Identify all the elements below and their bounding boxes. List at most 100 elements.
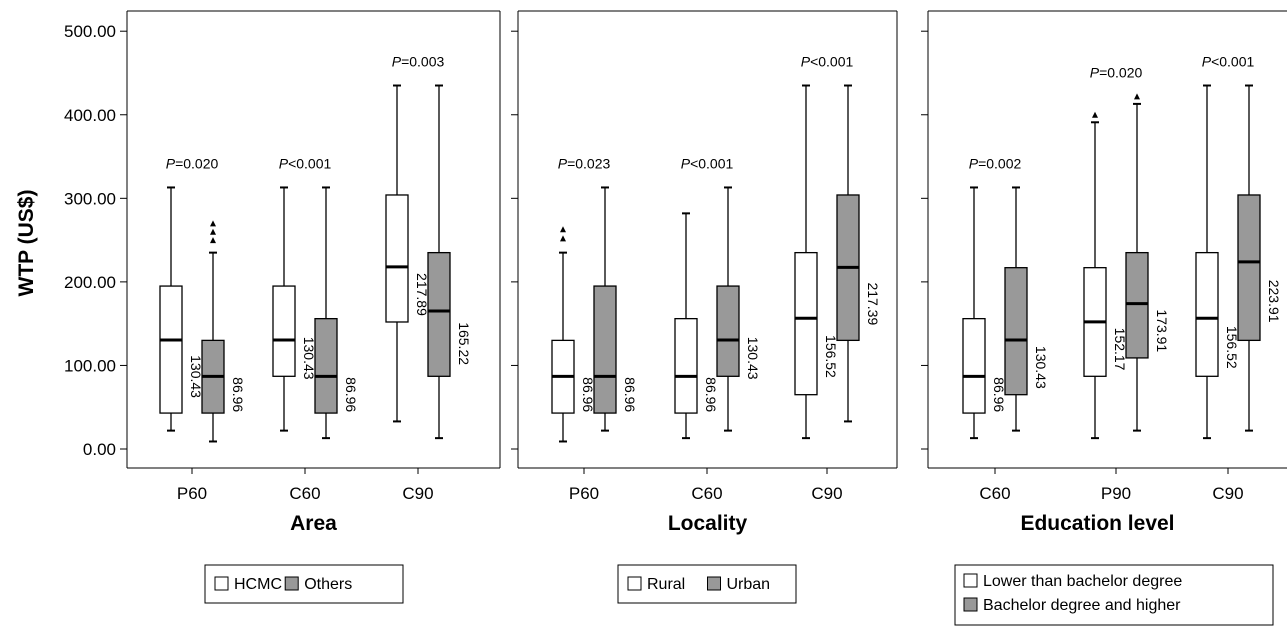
p-value-text: =0.020 bbox=[1099, 64, 1142, 80]
p-value-letter: P bbox=[1090, 64, 1100, 80]
legend-swatch bbox=[284, 576, 299, 591]
legend-swatch bbox=[963, 573, 978, 588]
p-value-label: P<0.001 bbox=[279, 155, 332, 171]
median-label: 156.52 bbox=[1224, 326, 1240, 369]
x-tick-label: C60 bbox=[979, 484, 1010, 503]
p-value-text: <0.001 bbox=[810, 54, 853, 70]
box bbox=[1195, 251, 1219, 377]
p-value-letter: P bbox=[392, 54, 402, 70]
median-label: 130.43 bbox=[301, 337, 317, 380]
outlier-marker bbox=[210, 220, 216, 227]
median-label: 156.52 bbox=[823, 335, 839, 378]
median-label: 86.96 bbox=[580, 377, 596, 412]
legend-label: HCMC bbox=[234, 576, 282, 593]
box bbox=[716, 285, 740, 377]
y-axis-label: WTP (US$) bbox=[15, 190, 38, 297]
p-value-letter: P bbox=[166, 155, 176, 171]
x-tick-label: C90 bbox=[811, 484, 842, 503]
outlier-marker bbox=[210, 228, 216, 235]
panel-1: 0.00 100.00 200.00 300.00 400.00 500.00 P60 C60… bbox=[64, 10, 501, 604]
p-value-text: =0.023 bbox=[567, 155, 610, 171]
box bbox=[159, 285, 183, 414]
p-value-letter: P bbox=[1202, 54, 1212, 70]
outlier-marker bbox=[560, 226, 566, 233]
legend-label: Bachelor degree and higher bbox=[983, 597, 1181, 614]
median-label: 165.22 bbox=[456, 322, 472, 365]
box bbox=[1237, 194, 1261, 342]
median-label: 86.96 bbox=[343, 377, 359, 412]
box bbox=[385, 194, 409, 323]
p-value-text: =0.020 bbox=[175, 155, 218, 171]
legend-frame bbox=[204, 564, 404, 604]
legend-label: Lower than bachelor degree bbox=[983, 573, 1182, 590]
legend-label: Urban bbox=[727, 576, 771, 593]
median-label: 86.96 bbox=[991, 377, 1007, 412]
y-tick-label: 200.00 bbox=[64, 273, 116, 292]
p-value-text: <0.001 bbox=[288, 155, 331, 171]
p-value-label: P<0.001 bbox=[681, 155, 734, 171]
p-value-label: P<0.001 bbox=[1202, 54, 1255, 70]
y-tick-label: 100.00 bbox=[64, 356, 116, 375]
outlier-marker bbox=[1092, 111, 1098, 118]
outlier-marker bbox=[210, 237, 216, 244]
median-label: 217.89 bbox=[414, 273, 430, 316]
p-value-letter: P bbox=[969, 155, 979, 171]
p-value-text: <0.001 bbox=[1211, 54, 1254, 70]
x-tick-label: C90 bbox=[402, 484, 433, 503]
legend-label: Rural bbox=[647, 576, 685, 593]
legend-frame bbox=[954, 564, 1274, 626]
x-tick-label: C90 bbox=[1212, 484, 1243, 503]
median-label: 223.91 bbox=[1266, 280, 1282, 323]
p-value-letter: P bbox=[681, 155, 691, 171]
x-tick-label: C60 bbox=[691, 484, 722, 503]
median-label: 86.96 bbox=[230, 377, 246, 412]
legend-swatch bbox=[963, 597, 978, 612]
box bbox=[962, 317, 986, 414]
legend-swatch bbox=[214, 576, 229, 591]
x-axis-title: Education level bbox=[1020, 512, 1174, 535]
p-value-text: =0.003 bbox=[401, 54, 444, 70]
y-tick-label: 0.00 bbox=[83, 440, 116, 459]
x-axis-title: Locality bbox=[668, 512, 748, 535]
panel-2: P60 C60 C90 Locality 86.96 86.96 156.52 86.96 13… bbox=[511, 10, 898, 604]
median-label: 86.96 bbox=[703, 377, 719, 412]
legend-swatch bbox=[627, 576, 642, 591]
y-tick-label: 500.00 bbox=[64, 22, 116, 41]
p-value-label: P=0.003 bbox=[392, 54, 445, 70]
box bbox=[1125, 251, 1149, 359]
x-tick-label: C60 bbox=[289, 484, 320, 503]
panel-3: C60 P90 C90 Education level 86.96 152.17 156.5… bbox=[921, 10, 1287, 626]
y-tick-label: 400.00 bbox=[64, 106, 116, 125]
legend-label: Others bbox=[304, 576, 352, 593]
box bbox=[794, 251, 818, 396]
p-value-label: P<0.001 bbox=[801, 54, 854, 70]
p-value-letter: P bbox=[279, 155, 289, 171]
box bbox=[674, 317, 698, 414]
median-label: 173.91 bbox=[1154, 309, 1170, 352]
legend: Lower than bachelor degree Bachelor degre… bbox=[954, 564, 1274, 626]
x-axis-title: Area bbox=[290, 512, 337, 535]
p-value-label: P=0.002 bbox=[969, 155, 1022, 171]
y-tick-label: 300.00 bbox=[64, 189, 116, 208]
median-label: 152.17 bbox=[1112, 328, 1128, 371]
p-value-text: =0.002 bbox=[978, 155, 1021, 171]
legend: Rural Urban bbox=[617, 564, 797, 604]
median-label: 130.43 bbox=[188, 355, 204, 398]
x-tick-label: P60 bbox=[177, 484, 207, 503]
median-label: 130.43 bbox=[745, 337, 761, 380]
outlier-marker bbox=[560, 235, 566, 242]
median-label: 217.39 bbox=[865, 282, 881, 325]
box bbox=[272, 285, 296, 377]
p-value-letter: P bbox=[801, 54, 811, 70]
median-label: 130.43 bbox=[1033, 346, 1049, 389]
box bbox=[427, 251, 451, 377]
p-value-text: <0.001 bbox=[690, 155, 733, 171]
p-value-letter: P bbox=[558, 155, 568, 171]
box bbox=[314, 317, 338, 414]
x-tick-label: P60 bbox=[569, 484, 599, 503]
median-label: 86.96 bbox=[622, 377, 638, 412]
legend-swatch bbox=[707, 576, 721, 591]
p-value-label: P=0.020 bbox=[166, 155, 219, 171]
box bbox=[593, 285, 617, 414]
